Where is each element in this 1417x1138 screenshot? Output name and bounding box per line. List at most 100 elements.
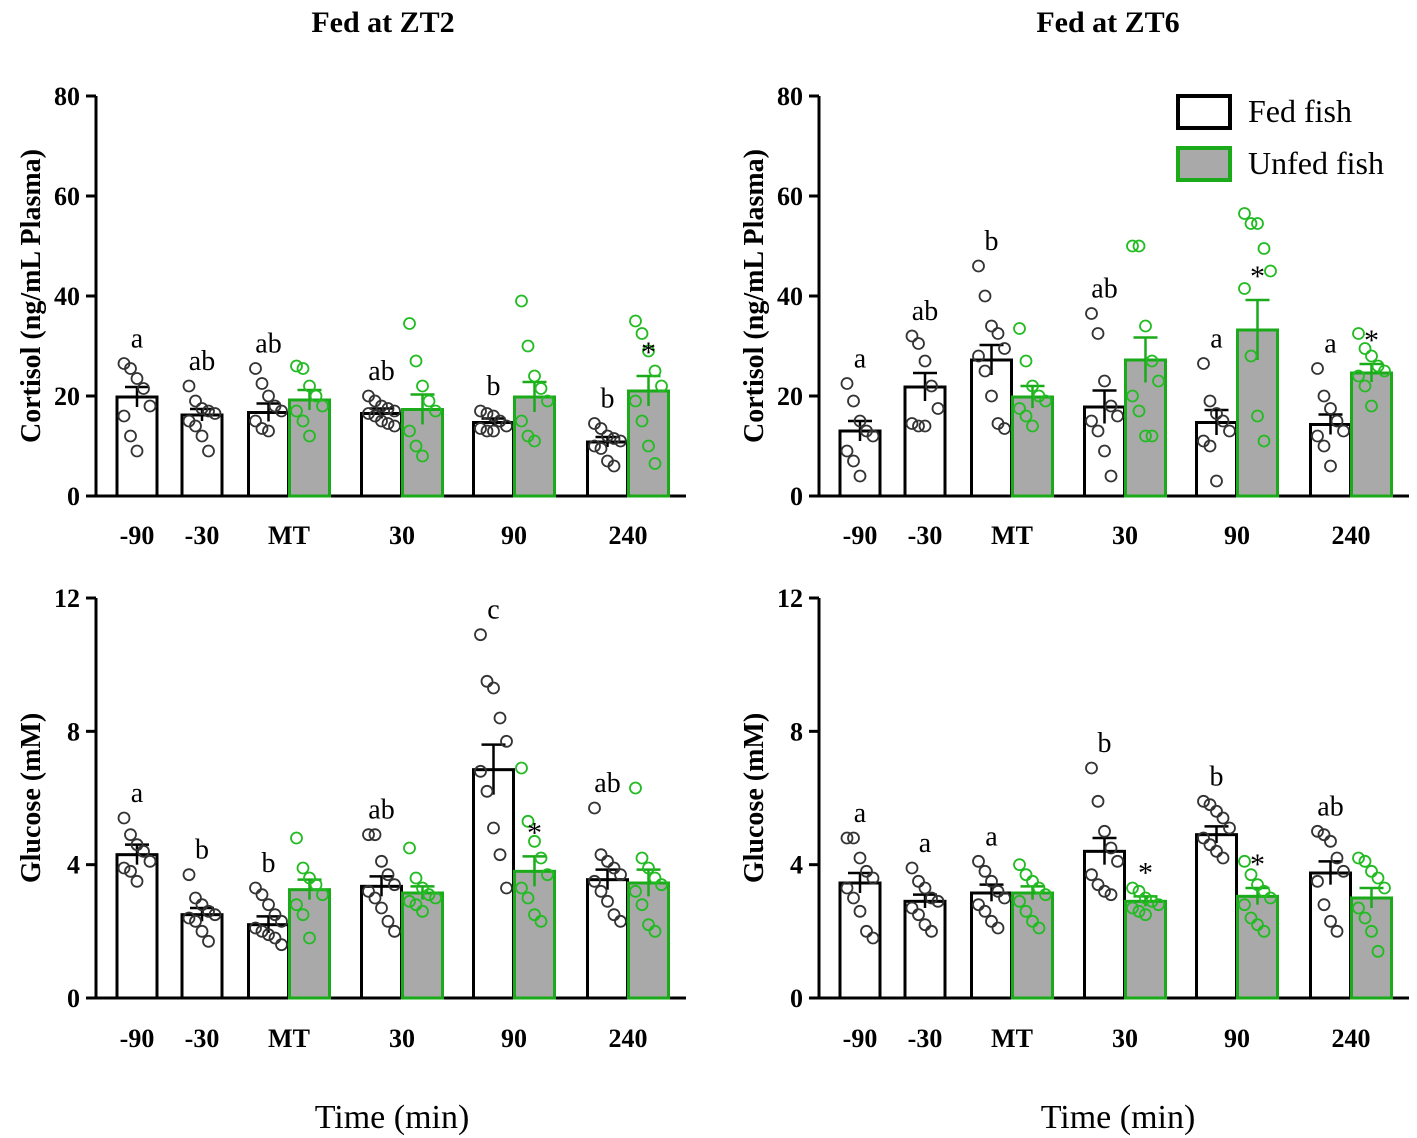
point-unfed [1251,409,1264,423]
point-fed [918,354,932,368]
point-fed [493,848,507,862]
significance-letter: ab [1091,274,1117,305]
point-fed [998,342,1011,355]
bar-unfed-240 [1350,371,1393,498]
point-unfed [416,881,429,895]
point-fed [614,868,627,882]
chart-panel-bottom-left: Glucose (mM) 0 4 8 12 -90 a -30 b MT b 30 ab 90 c * 240 a… [16,584,686,1053]
x-tick-label: 240 [609,1024,648,1053]
point-unfed [1039,394,1052,408]
point-fed [840,881,854,895]
x-tick-label: 240 [609,521,648,550]
point-fed [601,429,614,443]
point-unfed [642,439,655,453]
point-unfed [1126,901,1139,915]
point-fed [1085,868,1098,882]
point-unfed [521,891,535,905]
point-fed [594,848,608,862]
x-tick-label: MT [991,521,1033,550]
point-unfed [534,851,548,865]
point-fed [1210,844,1223,858]
point-fed [1085,307,1098,320]
bar-unfed-90 [513,869,556,1000]
point-fed [143,399,157,413]
point-unfed [1371,944,1385,958]
point-fed [500,881,513,895]
bar-fed--90 [838,881,882,1000]
point-fed [1324,402,1337,415]
x-tick-label: 30 [389,521,415,550]
point-fed [853,414,867,428]
point-fed [202,904,215,918]
point-fed [255,377,269,390]
y-tick-label: 0 [790,482,803,511]
significance-letter: b [1098,728,1112,759]
point-fed [124,429,137,443]
significance-star: * [1250,260,1265,293]
point-fed [912,874,925,888]
point-fed [866,931,880,945]
point-unfed [303,379,316,393]
bar-fed-90 [1195,833,1238,1000]
bar-unfed-90 [1236,894,1279,1000]
point-fed [978,364,992,378]
y-axis-label: Glucose (mM) [739,713,770,883]
point-fed [905,861,919,875]
point-unfed [403,424,416,438]
point-fed [1091,794,1105,808]
x-axis-title-left: Time (min) [315,1099,470,1136]
point-fed [362,884,375,898]
y-tick-label: 40 [54,282,80,311]
point-fed [614,434,627,448]
point-fed [912,337,925,350]
point-fed [840,831,854,845]
point-fed [588,874,601,888]
x-tick-label: 30 [389,1024,415,1053]
point-fed [985,389,998,403]
significance-letter: a [131,324,144,355]
point-unfed [1352,327,1365,340]
point-fed [195,429,209,443]
point-unfed [1026,914,1039,928]
point-unfed [416,904,429,918]
point-unfed [422,888,436,902]
point-unfed [1365,349,1378,363]
point-unfed [1152,374,1165,388]
point-fed [388,924,401,938]
point-fed [249,921,262,935]
point-fed [925,891,938,905]
x-tick-label: 30 [1112,1024,1138,1053]
point-unfed [1251,217,1264,230]
significance-star: * [1138,856,1153,889]
point-unfed [1032,881,1046,895]
point-unfed [1145,429,1159,443]
point-unfed [1257,434,1271,448]
point-fed [189,394,202,408]
point-unfed [1352,851,1365,865]
point-unfed [296,414,310,428]
point-fed [998,422,1011,435]
point-unfed [290,404,303,418]
point-fed [1098,444,1111,458]
x-tick-label: 90 [1224,521,1250,550]
point-fed [594,884,608,898]
point-fed [991,884,1005,898]
point-unfed [1264,264,1277,278]
point-fed [1091,424,1105,438]
point-unfed [403,317,416,330]
point-unfed [648,457,662,470]
point-unfed [1238,207,1251,220]
point-fed [381,914,395,928]
point-fed [853,904,867,918]
point-fed [1311,824,1324,838]
point-unfed [309,389,323,403]
point-unfed [629,394,642,408]
point-unfed [403,894,416,908]
point-unfed [403,841,416,855]
point-fed [255,888,269,902]
point-fed [130,838,144,852]
point-unfed [648,924,662,938]
point-fed [137,844,150,858]
point-fed [124,828,137,842]
point-unfed [1358,342,1372,355]
